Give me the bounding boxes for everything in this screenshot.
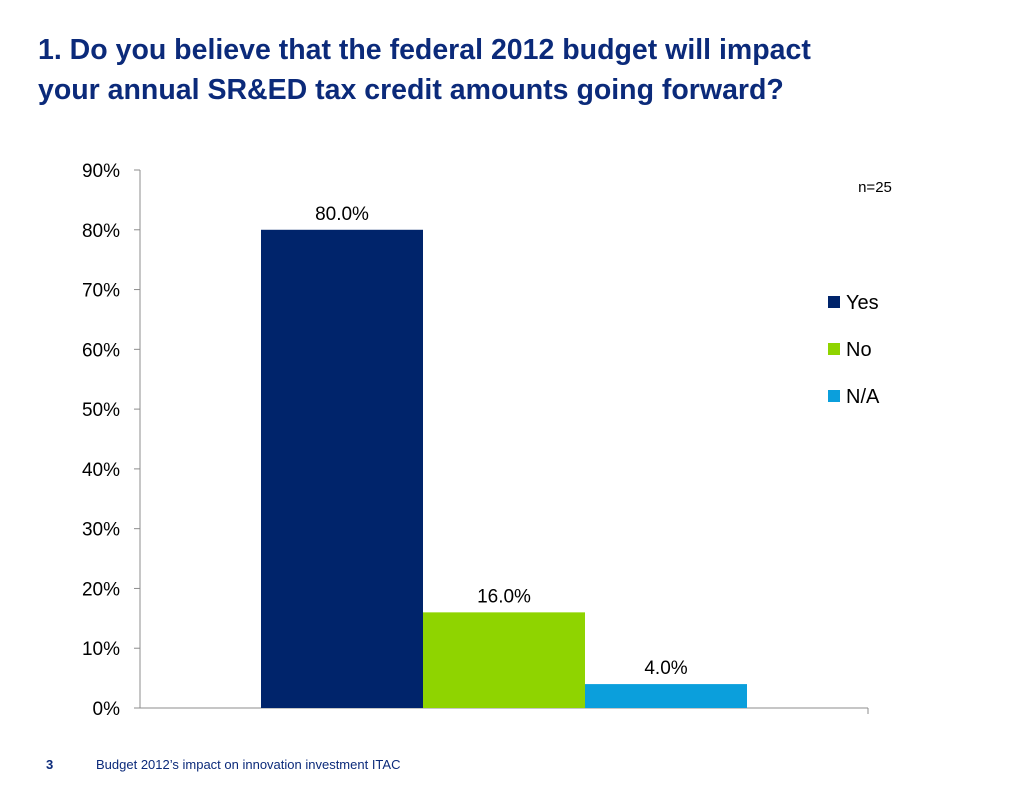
data-label: 16.0%	[477, 586, 531, 607]
legend-label: Yes	[846, 292, 879, 314]
bar-n-a	[585, 684, 747, 708]
legend-swatch	[828, 296, 840, 308]
footer-text: Budget 2012’s impact on innovation inves…	[96, 757, 401, 772]
title-line-1: 1. Do you believe that the federal 2012 …	[38, 34, 811, 66]
bar-no	[423, 612, 585, 708]
legend-label: No	[846, 339, 872, 361]
y-tick-label: 80%	[82, 221, 120, 242]
y-tick-label: 30%	[82, 520, 120, 541]
data-label: 4.0%	[644, 658, 687, 679]
y-tick-label: 60%	[82, 340, 120, 361]
y-tick-label: 10%	[82, 639, 120, 660]
y-tick-label: 70%	[82, 281, 120, 302]
y-tick-label: 50%	[82, 400, 120, 421]
data-labels: 80.0% 16.0% 4.0%	[315, 204, 688, 679]
sample-size-label: n=25	[858, 179, 892, 196]
chart-legend: Yes No N/A	[828, 292, 880, 408]
legend-swatch	[828, 390, 840, 402]
y-tick-label: 90%	[82, 161, 120, 182]
bar-yes	[261, 229, 423, 708]
y-tick-labels: 0% 10% 20% 30% 40% 50% 60% 70% 80% 90%	[82, 161, 120, 720]
data-label: 80.0%	[315, 204, 369, 225]
title-line-2: your annual SR&ED tax credit amounts goi…	[38, 74, 784, 106]
legend-swatch	[828, 343, 840, 355]
page-number: 3	[46, 757, 54, 772]
y-tick-label: 40%	[82, 460, 120, 481]
slide-title: 1. Do you believe that the federal 2012 …	[38, 30, 978, 110]
chart-bars	[261, 229, 747, 708]
y-tick-label: 20%	[82, 579, 120, 600]
y-tick-label: 0%	[93, 699, 121, 720]
legend-label: N/A	[846, 386, 880, 408]
